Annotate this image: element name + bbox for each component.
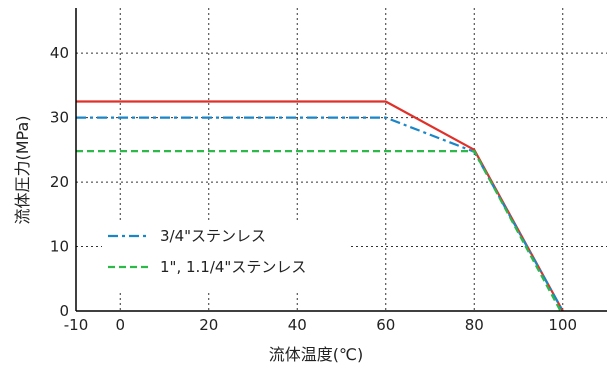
x-tick-label: 0 [115,316,125,334]
series-layer [76,100,564,312]
series-line-1 [76,116,564,312]
legend: 3/4"ステンレス 1", 1.1/4"ステンレス [102,220,350,290]
x-tick-label: 60 [376,316,395,334]
axes [75,8,607,312]
y-tick-label: 10 [50,238,69,256]
series-line-0 [76,100,564,312]
legend-label: 1", 1.1/4"ステンレス [160,258,306,276]
legend-label: 3/4"ステンレス [160,227,266,245]
x-tick-label: 20 [199,316,218,334]
y-axis-label: 流体圧力(MPa) [13,115,32,224]
x-tick-label: -10 [64,316,89,334]
x-axis-label: 流体温度(℃) [269,345,363,364]
y-tick-label: 40 [50,44,69,62]
x-tick-label: 80 [465,316,484,334]
x-tick-label: 100 [548,316,577,334]
series-line-2 [76,150,562,312]
legend-background [102,220,350,290]
y-tick-label: 0 [59,302,69,320]
y-tick-label: 30 [50,109,69,127]
x-tick-label: 40 [288,316,307,334]
y-tick-label: 20 [50,173,69,191]
